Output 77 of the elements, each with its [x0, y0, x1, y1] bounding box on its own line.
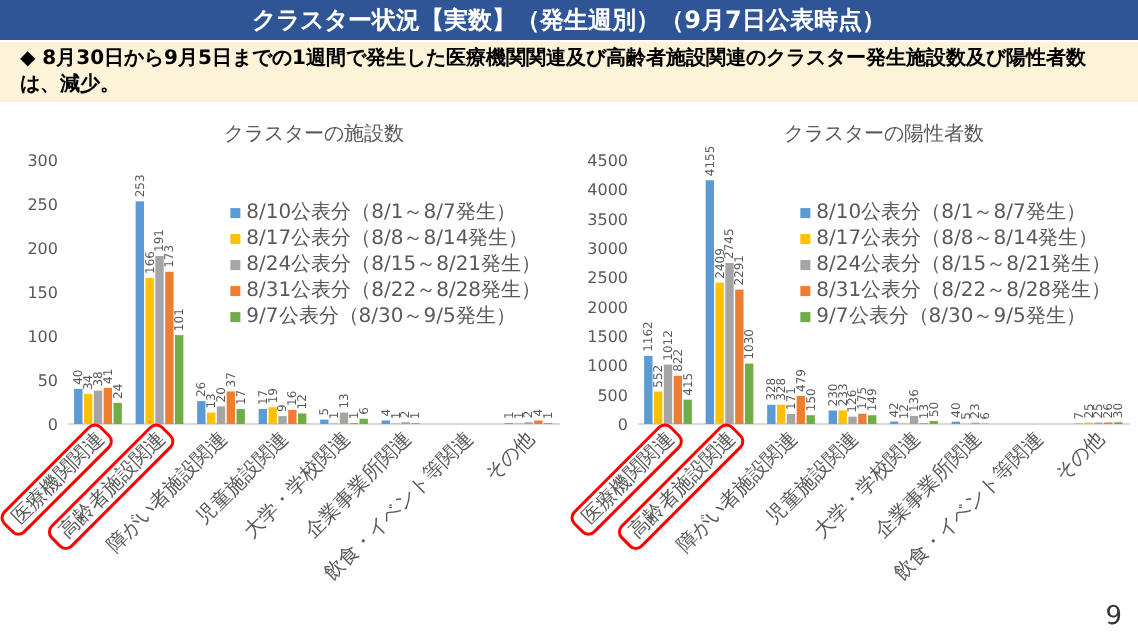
- bar: [175, 335, 184, 424]
- bar: [715, 282, 724, 424]
- bar: [786, 413, 796, 424]
- y-tick-label: 4000: [587, 181, 628, 200]
- legend-label: 8/17公表分（8/8～8/14発生）: [816, 226, 1099, 251]
- bar: [145, 277, 154, 424]
- bar: [258, 409, 268, 424]
- bar: [103, 387, 113, 424]
- y-tick-label: 1500: [587, 328, 628, 346]
- legend-label: 8/24公表分（8/15～8/21発生）: [816, 252, 1112, 277]
- bar: [644, 355, 653, 424]
- bar: [806, 415, 815, 424]
- legend-label: 9/7公表分（8/30～9/5発生）: [246, 304, 516, 329]
- bar: [155, 255, 164, 424]
- text: クラスター状況【実数】（発生週別）（9月7日公表時点）: [0, 0, 1138, 40]
- bar: [909, 416, 919, 424]
- y-tick-label: 100: [27, 328, 58, 346]
- text: 9: [1105, 602, 1122, 632]
- bar: [725, 262, 734, 424]
- x-tick-label: その他: [1050, 427, 1110, 487]
- y-tick-label: 3000: [587, 240, 628, 258]
- bar: [339, 412, 349, 424]
- bar: [776, 404, 786, 424]
- bar: [135, 201, 145, 424]
- bar: [745, 363, 754, 424]
- chart-title: クラスターの陽性者数: [784, 122, 984, 146]
- bar: [828, 410, 838, 424]
- bar: [673, 375, 683, 424]
- y-tick-label: 200: [27, 240, 58, 258]
- y-tick-label: 2500: [587, 269, 628, 288]
- y-tick-label: 150: [27, 284, 58, 302]
- text: ◆ 8月30日から9月5日までの1週間で発生した医療機関関連及び高齢者施設関連のクラスター発生施設数及び陽性者数は、減少。: [0, 42, 1138, 102]
- legend-label: 8/31公表分（8/22～8/28発生）: [816, 278, 1112, 303]
- chart-title: クラスターの施設数: [224, 122, 404, 146]
- legend-label: 9/7公表分（8/30～9/5発生）: [816, 304, 1086, 329]
- y-tick-label: 300: [27, 152, 58, 170]
- legend-label: 8/31公表分（8/22～8/28発生）: [246, 278, 542, 303]
- bar: [165, 271, 174, 424]
- x-tick-label: その他: [480, 427, 540, 487]
- bar: [278, 416, 287, 424]
- legend-label: 8/24公表分（8/15～8/21発生）: [246, 252, 542, 277]
- bar: [93, 390, 103, 424]
- y-tick-label: 0: [47, 416, 58, 434]
- bar: [663, 364, 673, 424]
- bar: [268, 407, 277, 424]
- bar: [858, 413, 867, 424]
- bar: [83, 394, 93, 424]
- y-tick-label: 250: [27, 196, 58, 214]
- y-tick-label: 500: [597, 386, 628, 405]
- bar: [236, 409, 245, 424]
- bar: [298, 413, 307, 424]
- bar: [359, 418, 368, 424]
- y-tick-label: 2000: [587, 298, 628, 317]
- bar: [206, 412, 216, 424]
- bar: [197, 401, 206, 424]
- bar: [226, 391, 236, 424]
- bar: [838, 410, 847, 424]
- legend-label: 8/10公表分（8/1～8/7発生）: [246, 200, 516, 225]
- bar: [74, 388, 83, 424]
- y-tick-label: 0: [617, 416, 628, 434]
- bar: [735, 289, 744, 424]
- y-tick-label: 4500: [587, 152, 628, 170]
- bar: [216, 406, 226, 424]
- y-tick-label: 50: [37, 372, 58, 390]
- bar: [683, 399, 692, 424]
- bar: [288, 409, 297, 424]
- bar: [705, 180, 715, 424]
- bar: [848, 416, 857, 424]
- bar: [796, 395, 806, 424]
- bar: [653, 391, 663, 424]
- y-tick-label: 1000: [587, 357, 628, 376]
- bar: [767, 404, 776, 424]
- legend-label: 8/17公表分（8/8～8/14発生）: [246, 226, 529, 251]
- y-tick-label: 3500: [587, 210, 628, 229]
- bar: [868, 415, 877, 424]
- legend-label: 8/10公表分（8/1～8/7発生）: [816, 200, 1086, 225]
- bar: [113, 402, 122, 424]
